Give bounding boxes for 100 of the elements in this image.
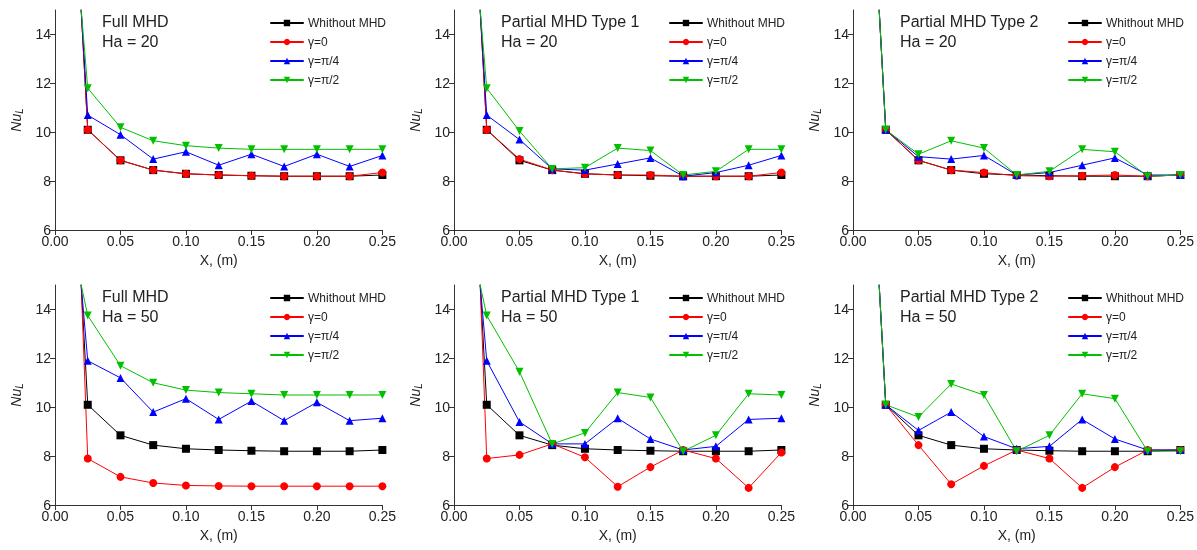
x-tick-label: 0.15 bbox=[237, 233, 266, 249]
x-tick-label: 0.10 bbox=[970, 233, 998, 249]
text: Ha = 20 bbox=[501, 32, 558, 50]
legend-label: γ=0 bbox=[706, 310, 727, 324]
y-tick-label: 10 bbox=[35, 399, 52, 416]
legend-label: γ=0 bbox=[307, 310, 328, 324]
y-tick-label: 12 bbox=[434, 350, 451, 367]
legend-label: γ=π/2 bbox=[1105, 73, 1138, 87]
y-axis-title: NuL bbox=[406, 383, 425, 407]
legend-label: γ=π/4 bbox=[307, 329, 340, 343]
y-axis-title: NuL bbox=[406, 108, 425, 132]
y-tick-label: 8 bbox=[841, 448, 850, 465]
x-tick-label: 0.25 bbox=[1166, 508, 1195, 524]
x-tick-label: 0.10 bbox=[571, 233, 599, 249]
legend-label: γ=π/2 bbox=[706, 73, 739, 87]
y-axis-title: NuL bbox=[7, 383, 26, 407]
y-tick-label: 10 bbox=[35, 124, 52, 141]
text: Ha = 50 bbox=[501, 307, 558, 325]
x-tick-label: 0.25 bbox=[1166, 233, 1195, 249]
x-tick-label: 0.25 bbox=[368, 508, 397, 524]
y-tick-label: 14 bbox=[35, 26, 52, 43]
y-tick-label: 8 bbox=[841, 173, 850, 190]
chart-title: Full MHD bbox=[102, 12, 169, 30]
legend-label: Whithout MHD bbox=[1105, 16, 1185, 30]
legend-label: γ=π/2 bbox=[706, 348, 739, 362]
legend-label: Whithout MHD bbox=[1105, 291, 1185, 305]
x-tick-label: 0.05 bbox=[904, 233, 933, 249]
y-tick-label: 8 bbox=[43, 448, 52, 465]
x-tick-label: 0.25 bbox=[767, 508, 796, 524]
x-tick-label: 0.20 bbox=[1101, 508, 1129, 524]
y-axis-title: NuL bbox=[7, 108, 26, 132]
text: Ha = 50 bbox=[900, 307, 957, 325]
x-axis-title: X, (m) bbox=[997, 526, 1036, 543]
y-tick-label: 6 bbox=[442, 222, 451, 238]
x-tick-label: 0.15 bbox=[237, 508, 266, 524]
legend-label: γ=π/4 bbox=[1105, 54, 1138, 68]
y-tick-label: 8 bbox=[442, 448, 451, 465]
x-tick-label: 0.10 bbox=[970, 508, 998, 524]
x-tick-label: 0.10 bbox=[571, 508, 599, 524]
y-tick-label: 6 bbox=[841, 497, 850, 513]
x-tick-label: 0.20 bbox=[1101, 233, 1129, 249]
text: Ha = 20 bbox=[102, 32, 159, 50]
chart-title: Partial MHD Type 2 bbox=[900, 12, 1039, 30]
legend-label: γ=π/4 bbox=[307, 54, 340, 68]
x-axis-title: X, (m) bbox=[598, 526, 637, 543]
y-tick-label: 14 bbox=[833, 26, 850, 43]
y-tick-label: 10 bbox=[833, 399, 850, 416]
chart-title: Partial MHD Type 2 bbox=[900, 287, 1039, 305]
x-tick-label: 0.15 bbox=[636, 508, 665, 524]
y-tick-label: 8 bbox=[442, 173, 451, 190]
x-tick-label: 0.05 bbox=[505, 233, 534, 249]
x-tick-label: 0.20 bbox=[303, 233, 331, 249]
x-tick-label: 0.25 bbox=[767, 233, 796, 249]
y-tick-label: 12 bbox=[35, 350, 52, 367]
y-tick-label: 8 bbox=[43, 173, 52, 190]
y-tick-label: 6 bbox=[43, 222, 52, 238]
x-axis-title: X, (m) bbox=[598, 251, 637, 268]
legend-label: Whithout MHD bbox=[706, 16, 786, 30]
legend-label: γ=π/4 bbox=[706, 329, 739, 343]
legend-label: Whithout MHD bbox=[307, 16, 387, 30]
legend-label: Whithout MHD bbox=[307, 291, 387, 305]
x-axis-title: X, (m) bbox=[199, 526, 238, 543]
chart-title: Full MHD bbox=[102, 287, 169, 305]
legend-label: Whithout MHD bbox=[706, 291, 786, 305]
x-tick-label: 0.05 bbox=[106, 233, 135, 249]
x-axis-title: X, (m) bbox=[997, 251, 1036, 268]
y-tick-label: 12 bbox=[833, 75, 850, 92]
text: Ha = 50 bbox=[102, 307, 159, 325]
x-tick-label: 0.20 bbox=[303, 508, 331, 524]
chart-title: Partial MHD Type 1 bbox=[501, 287, 640, 305]
y-tick-label: 6 bbox=[442, 497, 451, 513]
x-axis-title: X, (m) bbox=[199, 251, 238, 268]
x-tick-label: 0.15 bbox=[1035, 508, 1064, 524]
x-tick-label: 0.05 bbox=[904, 508, 933, 524]
legend-label: γ=π/2 bbox=[1105, 348, 1138, 362]
x-tick-label: 0.20 bbox=[702, 508, 730, 524]
y-axis-title: NuL bbox=[805, 383, 824, 407]
legend-label: γ=0 bbox=[1105, 35, 1126, 49]
text: Ha = 20 bbox=[900, 32, 957, 50]
legend-label: γ=π/4 bbox=[706, 54, 739, 68]
x-tick-label: 0.05 bbox=[505, 508, 534, 524]
y-tick-label: 12 bbox=[833, 350, 850, 367]
y-tick-label: 14 bbox=[833, 301, 850, 318]
x-tick-label: 0.10 bbox=[172, 508, 200, 524]
y-tick-label: 10 bbox=[434, 399, 451, 416]
legend-label: γ=π/2 bbox=[307, 348, 340, 362]
chart-title: Partial MHD Type 1 bbox=[501, 12, 640, 30]
legend-label: γ=π/4 bbox=[1105, 329, 1138, 343]
y-tick-label: 12 bbox=[35, 75, 52, 92]
y-tick-label: 14 bbox=[434, 301, 451, 318]
x-tick-label: 0.15 bbox=[1035, 233, 1064, 249]
y-tick-label: 10 bbox=[833, 124, 850, 141]
x-tick-label: 0.05 bbox=[106, 508, 135, 524]
legend-label: γ=0 bbox=[1105, 310, 1126, 324]
x-tick-label: 0.20 bbox=[702, 233, 730, 249]
x-tick-label: 0.15 bbox=[636, 233, 665, 249]
legend-label: γ=0 bbox=[307, 35, 328, 49]
legend-label: γ=π/2 bbox=[307, 73, 340, 87]
x-tick-label: 0.10 bbox=[172, 233, 200, 249]
y-tick-label: 6 bbox=[43, 497, 52, 513]
